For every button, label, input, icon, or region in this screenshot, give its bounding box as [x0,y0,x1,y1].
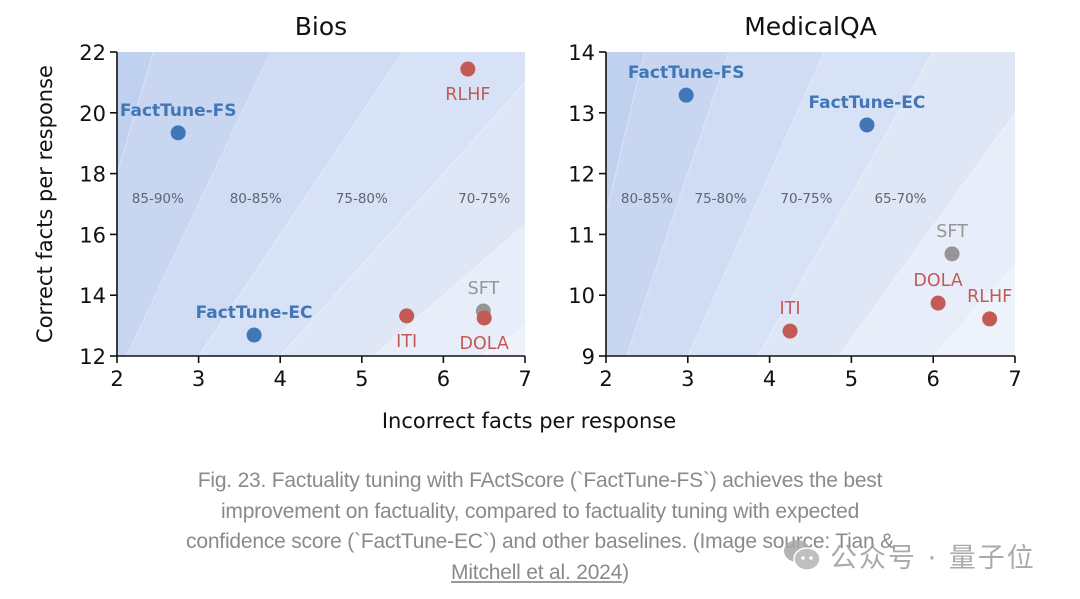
x-tick-label: 7 [518,367,531,391]
x-tick-label: 2 [110,367,123,391]
caption-line: Fig. 23. Factuality tuning with FActScor… [197,469,883,492]
factuality-band-85 [606,52,646,217]
chart-title: MedicalQA [744,12,877,41]
point-label-sft: SFT [936,222,968,242]
point-label-iti: ITI [396,332,417,352]
y-tick-label: 10 [568,284,595,308]
y-tick-label: 14 [79,284,106,308]
y-tick-label: 11 [568,223,595,247]
x-axis-label: Incorrect facts per response [382,409,676,433]
band-label: 80-85% [230,191,282,207]
band-label: 70-75% [780,191,832,207]
point-label-facttune-fs: FactTune-FS [628,63,745,83]
x-tick-label: 6 [437,367,450,391]
point-label-facttune-ec: FactTune-EC [196,303,313,323]
y-tick-label: 22 [79,41,106,65]
band-label: 65-70% [874,191,926,207]
x-tick-label: 5 [845,367,858,391]
x-tick-label: 5 [355,367,368,391]
x-tick-label: 4 [763,367,776,391]
figure-caption: Fig. 23. Factuality tuning with FActScor… [0,466,1080,588]
point-label-dola: DOLA [913,271,962,291]
point-facttune-ec [246,327,262,343]
point-label-dola: DOLA [460,334,509,354]
point-facttune-fs [678,87,694,103]
point-iti [399,308,415,324]
point-label-facttune-fs: FactTune-FS [120,101,237,121]
x-tick-label: 3 [681,367,694,391]
point-iti [782,323,798,339]
point-label-rlhf: RLHF [445,85,490,105]
factuality-bands [606,52,1015,356]
factuality-band-90 [117,52,154,176]
y-tick-label: 14 [568,41,595,65]
y-tick-label: 16 [79,223,106,247]
point-rlhf [982,311,998,327]
y-tick-label: 18 [79,163,106,187]
medicalqa-panel: 80-85% 75-80% 70-75% 65-70% 2 3 4 5 6 7 9 10 11 12 13 1… [568,12,1021,391]
band-label: 75-80% [694,191,746,207]
y-tick-label: 20 [79,102,106,126]
x-tick-label: 2 [599,367,612,391]
y-tick-label: 12 [568,163,595,187]
point-dola [476,310,492,326]
y-tick-label: 12 [79,345,106,369]
x-tick-label: 3 [192,367,205,391]
point-label-rlhf: RLHF [967,287,1012,307]
band-label: 75-80% [336,191,388,207]
watermark: 公众号 · 量子位 [782,535,1036,575]
point-rlhf [460,61,476,77]
band-label: 70-75% [458,191,510,207]
caption-tail: ) [622,560,629,584]
y-tick-label: 9 [582,345,595,369]
band-label: 85-90% [132,191,184,207]
watermark-text: 公众号 · 量子位 [830,542,1036,574]
point-facttune-ec [859,117,875,133]
caption-line: improvement on factuality, compared to f… [220,499,860,523]
factuality-bands [117,52,525,356]
figure: 85-90% 80-85% 75-80% 70-75% 2 3 4 5 6 7 12 14 16 18 20… [33,12,1022,433]
factuality-band-80 [606,52,730,356]
point-facttune-fs [170,125,186,141]
caption-line: confidence score (`FactTune-EC`) and oth… [186,530,894,553]
x-tick-label: 6 [927,367,940,391]
citation-link[interactable]: Mitchell et al. 2024 [451,560,623,584]
x-tick-label: 7 [1008,367,1021,391]
y-tick-label: 13 [568,102,595,126]
point-dola [930,295,946,311]
factuality-band-85 [117,52,272,356]
chart-title: Bios [295,12,347,41]
x-tick-label: 4 [274,367,287,391]
wechat-icon [784,540,821,571]
point-label-facttune-ec: FactTune-EC [808,93,925,113]
point-label-iti: ITI [780,299,801,319]
caption-line: Mitchell et al. 2024) [0,558,1080,589]
y-axis-label: Correct facts per response [33,65,57,343]
band-label: 80-85% [621,191,673,207]
point-sft [944,246,960,262]
bios-panel: 85-90% 80-85% 75-80% 70-75% 2 3 4 5 6 7 12 14 16 18 20… [33,12,532,391]
point-label-sft: SFT [468,279,500,299]
